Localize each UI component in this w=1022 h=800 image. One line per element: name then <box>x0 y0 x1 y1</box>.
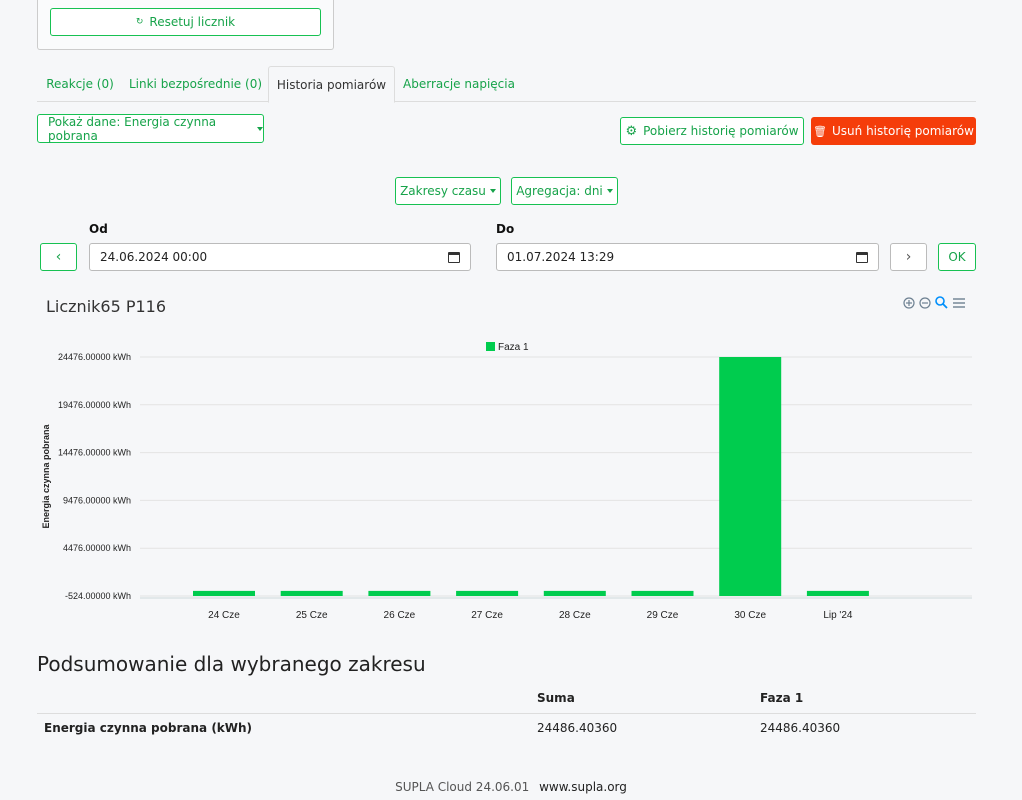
chevron-down-icon <box>606 189 613 193</box>
gear-icon: ⚙ <box>625 123 638 139</box>
tab-reactions[interactable]: Reakcje (0) <box>37 66 123 102</box>
bar <box>631 590 694 596</box>
reset-icon: ↻ <box>135 17 144 27</box>
ok-button[interactable]: OK <box>938 243 976 271</box>
from-date-input[interactable]: 24.06.2024 00:00 <box>89 243 471 271</box>
next-range-button[interactable]: › <box>890 243 927 271</box>
summary-header-phase1: Faza 1 <box>760 691 804 705</box>
x-tick-label: Lip '24 <box>823 610 853 621</box>
x-tick-label: 27 Cze <box>471 610 503 621</box>
calendar-icon[interactable] <box>448 251 460 263</box>
y-tick-label: 14476.00000 kWh <box>58 448 131 458</box>
tab-direct-links[interactable]: Linki bezpośrednie (0) <box>123 66 268 102</box>
bar <box>543 590 606 596</box>
chart-title: Licznik65 P116 <box>46 297 167 316</box>
time-ranges-dropdown[interactable]: Zakresy czasu <box>395 177 501 205</box>
calendar-icon[interactable] <box>856 251 868 263</box>
reset-counter-label: Resetuj licznik <box>149 15 236 29</box>
summary-title: Podsumowanie dla wybranego zakresu <box>37 652 426 676</box>
aggregation-dropdown[interactable]: Agregacja: dni <box>511 177 618 205</box>
x-tick-label: 28 Cze <box>559 610 591 621</box>
reset-counter-button[interactable]: ↻ Resetuj licznik <box>50 8 321 36</box>
tab-label: Aberracje napięcia <box>403 77 515 91</box>
legend-label: Faza 1 <box>498 342 529 353</box>
to-date-input[interactable]: 01.07.2024 13:29 <box>496 243 879 271</box>
tab-voltage-aberrations[interactable]: Aberracje napięcia <box>395 66 523 102</box>
delete-history-button[interactable]: 🗑 Usuń historię pomiarów <box>811 117 976 145</box>
summary-phase1-value: 24486.40360 <box>760 721 841 735</box>
time-ranges-label: Zakresy czasu <box>400 184 486 198</box>
footer-link[interactable]: www.supla.org <box>539 780 627 794</box>
menu-icon[interactable] <box>952 297 966 309</box>
x-tick-label: 25 Cze <box>296 610 328 621</box>
summary-header-sum: Suma <box>537 691 575 705</box>
zoom-search-icon[interactable] <box>935 296 948 309</box>
summary-sum-value: 24486.40360 <box>537 721 618 735</box>
bar <box>456 590 519 596</box>
download-history-label: Pobierz historię pomiarów <box>643 124 799 138</box>
tabs-bar: Reakcje (0) Linki bezpośrednie (0) Histo… <box>37 66 976 103</box>
tab-label: Linki bezpośrednie (0) <box>128 77 263 91</box>
summary-row-label: Energia czynna pobrana (kWh) <box>44 721 253 735</box>
chart-toolbar <box>903 296 966 309</box>
bar <box>368 590 431 596</box>
show-data-dropdown[interactable]: Pokaż dane: Energia czynna pobrana <box>37 114 264 143</box>
chevron-down-icon <box>489 189 496 193</box>
x-tick-label: 30 Cze <box>734 610 766 621</box>
from-date-value: 24.06.2024 00:00 <box>100 250 208 264</box>
from-label: Od <box>89 222 108 236</box>
tab-measurement-history[interactable]: Historia pomiarów <box>268 66 395 103</box>
y-tick-label: 19476.00000 kWh <box>58 400 131 410</box>
summary-divider <box>37 713 976 714</box>
aggregation-label: Agregacja: dni <box>516 184 603 198</box>
y-tick-label: 24476.00000 kWh <box>58 352 131 362</box>
trash-icon: 🗑 <box>813 124 828 138</box>
delete-history-label: Usuń historię pomiarów <box>832 124 974 138</box>
chevron-down-icon <box>257 126 263 131</box>
tab-label: Historia pomiarów <box>276 77 387 92</box>
footer-version: SUPLA Cloud 24.06.01 <box>395 780 530 794</box>
y-tick-label: -524.00000 kWh <box>65 591 131 601</box>
bar <box>806 590 869 596</box>
legend-marker <box>486 342 495 351</box>
download-history-button[interactable]: ⚙ Pobierz historię pomiarów <box>620 117 804 145</box>
chevron-left-icon: ‹ <box>55 249 62 265</box>
show-data-label: Pokaż dane: Energia czynna pobrana <box>48 114 217 143</box>
bar <box>193 590 255 596</box>
to-label: Do <box>496 222 515 236</box>
x-tick-label: 24 Cze <box>208 610 240 621</box>
zoom-out-icon[interactable] <box>919 296 931 309</box>
zoom-in-icon[interactable] <box>903 296 915 309</box>
x-tick-label: 26 Cze <box>384 610 416 621</box>
previous-range-button[interactable]: ‹ <box>40 243 77 271</box>
tab-label: Reakcje (0) <box>46 77 114 91</box>
x-tick-label: 29 Cze <box>647 610 679 621</box>
bar <box>280 590 343 596</box>
y-axis-title: Energia czynna pobrana <box>41 423 51 528</box>
bar <box>719 356 782 596</box>
energy-bar-chart: 24476.00000 kWh 19476.00000 kWh 14476.0000… <box>41 342 972 621</box>
ok-label: OK <box>948 250 966 264</box>
to-date-value: 01.07.2024 13:29 <box>507 250 615 264</box>
meter-card: ↻ Resetuj licznik <box>37 0 334 50</box>
y-tick-label: 4476.00000 kWh <box>63 543 131 553</box>
footer: SUPLA Cloud 24.06.01 www.supla.org <box>0 780 1022 794</box>
y-tick-label: 9476.00000 kWh <box>63 495 131 505</box>
chevron-right-icon: › <box>905 249 912 265</box>
